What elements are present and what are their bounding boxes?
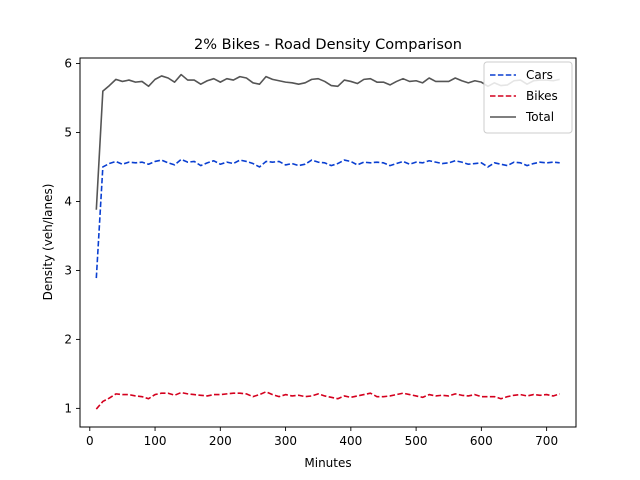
x-tick-label: 500 xyxy=(405,434,428,448)
y-tick-label: 3 xyxy=(64,263,72,277)
y-axis-label: Density (veh/lanes) xyxy=(41,184,55,301)
y-tick-label: 1 xyxy=(64,401,72,415)
x-tick-label: 300 xyxy=(274,434,297,448)
x-tick-label: 200 xyxy=(209,434,232,448)
chart-title: 2% Bikes - Road Density Comparison xyxy=(194,37,462,53)
series-line-bikes xyxy=(95,391,560,410)
x-tick-label: 0 xyxy=(86,434,94,448)
y-tick-label: 4 xyxy=(64,194,72,208)
legend-label-bikes: Bikes xyxy=(526,89,558,103)
legend-box xyxy=(483,61,573,134)
x-axis-label: Minutes xyxy=(304,456,351,470)
plot-area xyxy=(95,73,560,410)
x-tick-label: 700 xyxy=(535,434,558,448)
y-tick-label: 2 xyxy=(64,332,72,346)
series-line-total xyxy=(95,73,560,210)
y-tick-label: 6 xyxy=(64,57,72,71)
x-tick-label: 400 xyxy=(339,434,362,448)
axes-frame xyxy=(79,57,577,428)
series-line-cars xyxy=(95,158,560,279)
x-tick-label: 100 xyxy=(144,434,167,448)
x-tick-label: 600 xyxy=(470,434,493,448)
axis-ticks: 0 100 200 300 400 500 600 700 1 2 3 4 5 6 xyxy=(64,57,558,448)
y-tick-label: 5 xyxy=(64,125,72,139)
legend-label-cars: Cars xyxy=(526,68,553,82)
legend-label-total: Total xyxy=(525,110,554,124)
legend: Cars Bikes Total xyxy=(483,61,573,134)
